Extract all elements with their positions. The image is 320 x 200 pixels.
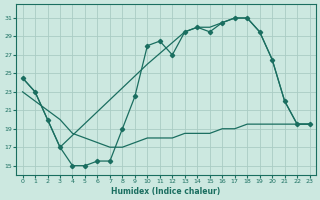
X-axis label: Humidex (Indice chaleur): Humidex (Indice chaleur) <box>111 187 221 196</box>
